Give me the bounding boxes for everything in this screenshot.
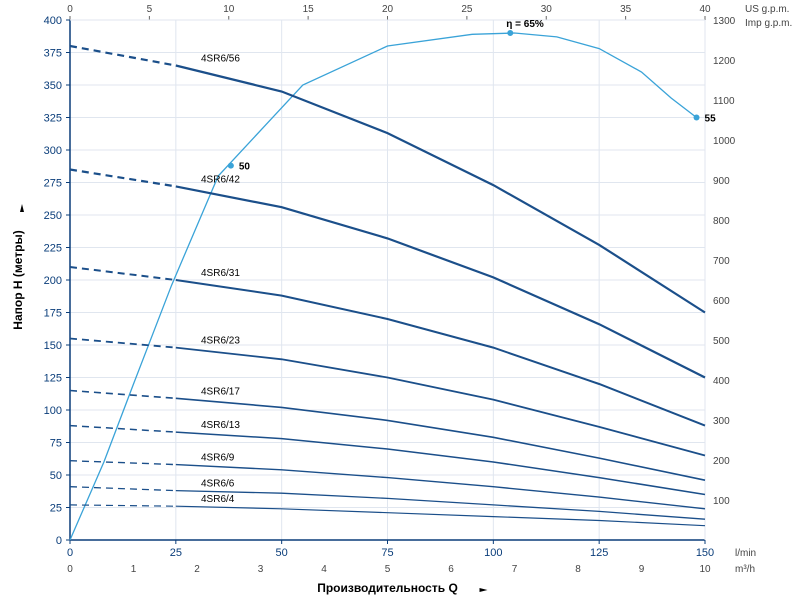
y-tick-label: 100 [44,405,62,417]
unit-imp-gpm: Imp g.p.m. [745,18,792,29]
y-tick-label: 350 [44,80,62,92]
tick-top-label: 35 [620,4,632,15]
y-tick-label: 325 [44,113,62,125]
unit-lmin: l/min [735,548,756,559]
tick-top-label: 20 [382,4,394,15]
x2-tick-label: 4 [321,564,327,575]
pump-curve-label: 4SR6/23 [201,336,240,347]
x-axis-title: Производительность Q [317,581,458,595]
x-tick-label: 25 [170,547,182,559]
y-tick-label: 150 [44,340,62,352]
efficiency-marker-label: η = 65% [506,19,544,30]
x-tick-label: 50 [276,547,288,559]
efficiency-marker [507,30,513,36]
y-tick-label: 0 [56,535,62,547]
y-tick-label: 400 [44,15,62,27]
x2-tick-label: 10 [699,564,711,575]
pump-curve-label: 4SR6/4 [201,494,235,505]
pump-curve-label: 4SR6/42 [201,174,240,185]
y-tick-label: 75 [50,438,62,450]
y-tick-label: 50 [50,470,62,482]
y-tick-label: 25 [50,503,62,515]
pump-performance-chart: 0510152025303540US g.p.m.Imp g.p.m.02550… [0,0,800,600]
y2-tick-label: 600 [713,296,730,307]
y-tick-label: 225 [44,243,62,255]
x-tick-label: 125 [590,547,608,559]
y2-tick-label: 400 [713,376,730,387]
x-tick-label: 0 [67,547,73,559]
x2-tick-label: 0 [67,564,73,575]
tick-top-label: 10 [223,4,235,15]
y2-tick-label: 1200 [713,56,736,67]
tick-top-label: 30 [541,4,553,15]
tick-top-label: 40 [699,4,711,15]
pump-curve-label: 4SR6/9 [201,453,235,464]
pump-curve-label: 4SR6/13 [201,420,240,431]
pump-curve-label: 4SR6/31 [201,268,240,279]
y-tick-label: 175 [44,308,62,320]
y-axis-title: Напор H (метры) [11,230,25,329]
x2-tick-label: 5 [385,564,391,575]
y2-tick-label: 1000 [713,136,736,147]
y2-tick-label: 1300 [713,16,736,27]
unit-feet: feet [745,0,762,1]
efficiency-marker-label: 50 [239,162,251,173]
y2-tick-label: 800 [713,216,730,227]
y-tick-label: 300 [44,145,62,157]
y-tick-label: 375 [44,48,62,60]
unit-m3h: m³/h [735,564,755,575]
y-tick-label: 275 [44,178,62,190]
x-tick-label: 75 [381,547,393,559]
unit-us-gpm: US g.p.m. [745,4,789,15]
efficiency-marker [228,163,234,169]
y2-tick-label: 500 [713,336,730,347]
tick-top-label: 0 [67,4,73,15]
y2-tick-label: 700 [713,256,730,267]
x2-tick-label: 8 [575,564,581,575]
x2-tick-label: 9 [639,564,645,575]
x2-tick-label: 3 [258,564,264,575]
y2-tick-label: 200 [713,456,730,467]
y2-tick-label: 300 [713,416,730,427]
y2-tick-label: 900 [713,176,730,187]
x-tick-label: 150 [696,547,714,559]
x2-tick-label: 1 [131,564,137,575]
tick-top-label: 5 [147,4,153,15]
chart-bg [0,0,800,600]
y-tick-label: 200 [44,275,62,287]
pump-curve-label: 4SR6/56 [201,54,240,65]
efficiency-marker [694,115,700,121]
pump-curve-label: 4SR6/6 [201,479,235,490]
x2-tick-label: 7 [512,564,518,575]
efficiency-marker-label: 55 [705,114,717,125]
pump-curve-label: 4SR6/17 [201,386,240,397]
tick-top-label: 25 [461,4,473,15]
y2-tick-label: 100 [713,496,730,507]
y-tick-label: 250 [44,210,62,222]
y2-tick-label: 1100 [713,96,735,107]
x2-tick-label: 6 [448,564,454,575]
y-tick-label: 125 [44,373,62,385]
x-tick-label: 100 [484,547,502,559]
x2-tick-label: 2 [194,564,200,575]
tick-top-label: 15 [303,4,315,15]
